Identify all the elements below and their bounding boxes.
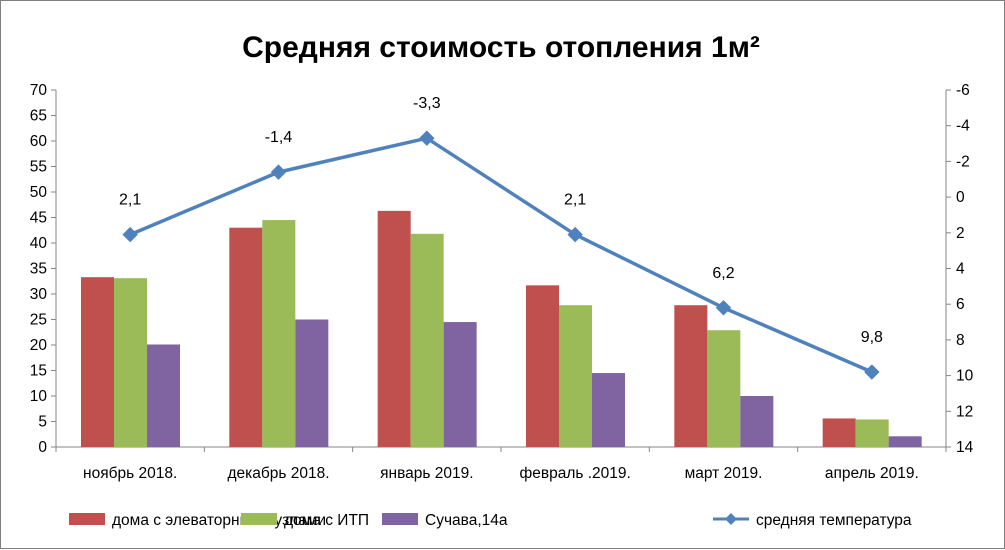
y2-tick-label: 12 [956,403,973,420]
bar [822,418,856,447]
y-tick-label: 40 [30,235,48,252]
bar [81,277,114,447]
legend-label: Сучава,14а [425,512,508,529]
temperature-point [864,364,880,380]
y-tick-label: 30 [30,286,48,303]
legend-swatch [69,513,105,525]
bar [443,322,477,447]
legend-label: средняя температура [756,512,912,529]
bar [410,233,444,447]
data-label: 6,2 [712,265,734,282]
y2-tick-label: -4 [956,118,970,135]
y2-tick-label: -2 [956,153,970,170]
legend-marker [725,513,737,525]
data-label: 2,1 [119,192,141,209]
temperature-point [567,226,583,243]
data-label: -3,3 [413,95,441,112]
bar [526,285,559,447]
y-tick-label: 0 [38,439,47,456]
category-label: ноябрь 2018. [83,465,177,482]
y-tick-label: 70 [30,82,48,99]
y2-tick-label: 0 [956,189,965,206]
temperature-point [122,226,138,243]
bar [262,220,296,447]
y2-tick-label: 2 [956,225,965,242]
category-label: февраль .2019. [519,465,630,482]
y-tick-label: 5 [38,414,47,431]
y-tick-label: 20 [30,337,48,354]
y-tick-label: 55 [30,159,47,176]
temperature-point [715,300,732,316]
bar [674,305,708,447]
y2-tick-label: 6 [956,296,965,313]
legend-swatch [382,513,418,525]
y-tick-label: 25 [30,312,47,329]
bar [559,305,592,447]
bar [592,373,625,447]
category-label: апрель 2019. [825,465,919,482]
legend-label: дома с ИТП [284,512,369,529]
y2-tick-label: 14 [956,439,974,456]
bar [707,330,741,447]
y-tick-label: 45 [30,210,47,227]
bar [295,319,329,447]
bar [888,436,922,447]
bar [114,278,147,447]
y-tick-label: 35 [30,261,47,278]
y-tick-label: 60 [30,133,48,150]
data-label: -1,4 [265,129,293,146]
y2-tick-label: 10 [956,368,974,385]
category-label: декабрь 2018. [227,465,329,482]
y-tick-label: 10 [30,388,48,405]
bar [229,227,263,447]
bar [147,344,180,447]
bar [377,210,411,447]
category-label: январь 2019. [380,465,473,482]
bar [855,419,889,447]
y-tick-label: 15 [30,363,47,380]
y-tick-label: 50 [30,184,48,201]
temperature-line [129,136,873,374]
category-label: март 2019. [685,465,763,482]
y2-tick-label: 4 [956,261,965,278]
y2-tick-label: -6 [956,82,970,99]
bar [740,396,774,447]
temperature-point [419,130,435,146]
y-tick-label: 65 [30,108,47,125]
data-label: 9,8 [861,329,883,346]
legend-swatch [241,513,277,525]
chart-title: Средняя стоимость отопления 1м² [242,31,760,64]
y2-tick-label: 8 [956,332,965,349]
data-label: 2,1 [564,192,586,209]
temperature-point [270,164,287,180]
